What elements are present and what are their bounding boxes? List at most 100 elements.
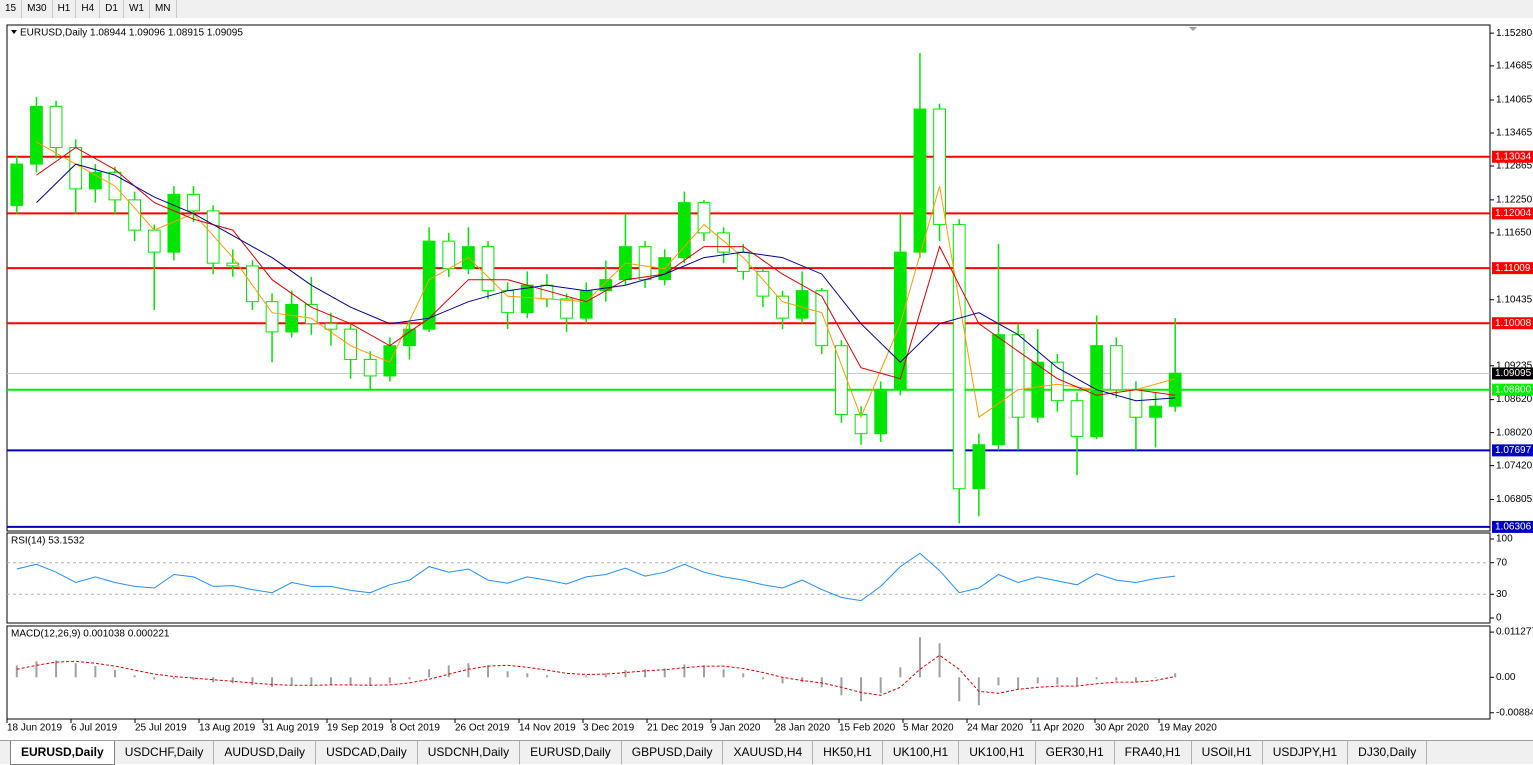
symbol-tab[interactable]: XAUUSD,H4 [723,741,814,764]
timeframe-toolbar: 15 M30 H1 H4 D1 W1 MN [0,0,1533,18]
candle-body [913,108,927,253]
candle-body [972,444,986,490]
x-tick-label: 24 Mar 2020 [967,723,1024,734]
x-tick-label: 26 Oct 2019 [455,723,510,734]
symbol-tab[interactable]: HK50,H1 [813,741,883,764]
chart-title: EURUSD,Daily 1.08944 1.09096 1.08915 1.0… [20,28,243,39]
symbol-tab[interactable]: USOil,H1 [1192,741,1263,764]
symbol-tab[interactable]: UK100,H1 [883,741,960,764]
chart-background [0,18,1533,740]
y-tick-label: 0.011277 [1496,627,1533,638]
x-tick-label: 30 Apr 2020 [1095,723,1149,734]
x-tick-label: 25 Jul 2019 [135,723,187,734]
x-tick-label: 3 Dec 2019 [583,723,635,734]
indicator-title: RSI(14) 53.1532 [11,536,85,547]
symbol-tab[interactable]: USDCNH,Daily [418,741,521,764]
symbol-tab[interactable]: USDJPY,H1 [1263,741,1349,764]
x-tick-label: 5 Mar 2020 [903,723,954,734]
level-price-tag [1492,207,1533,220]
timeframe-button[interactable]: 15 [0,0,23,18]
y-tick-label: 1.06805 [1496,494,1533,505]
level-price-tag [1492,150,1533,163]
macd-signal [16,654,1176,696]
symbol-tab[interactable]: UK100,H1 [959,741,1036,764]
x-tick-label: 14 Nov 2019 [519,723,576,734]
level-price-label: 1.13034 [1495,151,1532,162]
main-panel-frame [6,24,1491,532]
moving-average [36,163,1176,402]
y-tick-label: 1.14065 [1496,95,1533,106]
level-price-label: 1.12004 [1495,208,1532,219]
y-tick-label: 70 [1496,557,1508,568]
timeframe-button[interactable]: H1 [53,0,77,18]
y-tick-label: 1.12865 [1496,161,1533,172]
candle-body [187,193,200,212]
y-tick-label: 30 [1496,589,1508,600]
symbol-tab[interactable]: AUDUSD,Daily [214,741,317,764]
candle-body [1011,334,1025,418]
timeframe-button[interactable]: D1 [100,0,124,18]
symbol-tab[interactable]: GER30,H1 [1036,741,1115,764]
symbol-tab[interactable]: EURUSD,Daily [10,741,115,765]
y-tick-label: -0.008845 [1496,707,1533,718]
candle-body [638,246,652,281]
y-tick-label: 1.12250 [1496,195,1533,206]
candle-body [1129,389,1143,418]
symbol-tab[interactable]: EURUSD,Daily [520,741,622,764]
y-tick-label: 1.15280 [1496,28,1533,39]
candle-body [874,389,888,435]
macd-panel-frame [6,625,1491,720]
candle-body [422,240,436,330]
symbol-tab[interactable]: USDCAD,Daily [316,741,418,764]
candle-body [128,199,142,231]
candle-body [579,290,593,319]
rsi-line [16,552,1176,602]
candle-body [1149,405,1162,418]
candle-body [560,298,573,319]
y-tick-label: 0 [1496,613,1502,624]
candle-body [992,334,1005,446]
candle-body [324,323,338,330]
candle-body [246,265,259,303]
candle-body [717,232,731,253]
x-tick-label: 8 Oct 2019 [391,723,440,734]
moving-average [36,147,1176,396]
candle-body [49,105,63,149]
symbol-tab[interactable]: FRA40,H1 [1115,741,1192,764]
indicator-title: MACD(12,26,9) 0.001038 0.000221 [11,629,170,640]
x-tick-label: 28 Jan 2020 [775,723,830,734]
y-tick-label: 1.07420 [1496,460,1533,471]
x-tick-label: 9 Jan 2020 [711,723,761,734]
candle-body [854,413,868,435]
timeframe-button[interactable]: MN [150,0,177,18]
candle-body [265,301,279,333]
candle-body [1109,345,1123,391]
candle-body [30,105,43,165]
level-price-tag [1492,262,1533,275]
y-tick-label: 1.11650 [1496,228,1532,239]
collapse-arrow [11,30,17,34]
level-price-tag [1492,444,1533,457]
candle-body [1168,372,1182,407]
y-tick-label: 1.14685 [1496,61,1533,72]
candle-body [344,328,357,360]
candle-body [88,171,102,190]
candle-body [776,295,789,319]
y-tick-label: 1.08620 [1496,394,1533,405]
candle-body [363,358,377,377]
timeframe-button[interactable]: H4 [76,0,101,18]
symbol-tab[interactable]: DJ30,Daily [1348,741,1428,764]
timeframe-button[interactable]: M30 [22,0,53,18]
symbol-tabs: EURUSD,Daily USDCHF,Daily AUDUSD,Daily USDC… [0,740,1533,765]
y-tick-label: 0.00 [1496,672,1516,683]
timeframe-button[interactable]: W1 [124,0,150,18]
x-tick-label: 15 Feb 2020 [839,723,896,734]
x-tick-label: 21 Dec 2019 [647,723,704,734]
moving-average [36,141,1176,419]
y-tick-label: 100 [1496,534,1513,545]
symbol-tab[interactable]: GBPUSD,Daily [622,741,724,764]
candle-body [1031,361,1045,418]
symbol-tab[interactable]: USDCHF,Daily [115,741,215,764]
level-price-label: 1.08800 [1495,384,1532,395]
